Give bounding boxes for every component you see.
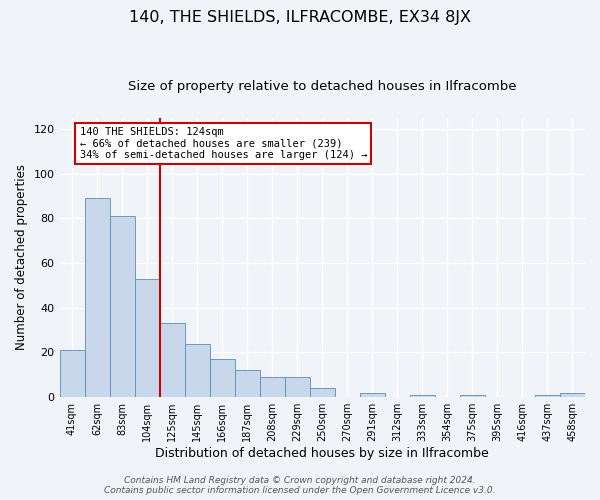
Bar — [185, 344, 209, 397]
Bar — [310, 388, 335, 397]
Bar — [560, 392, 585, 397]
Y-axis label: Number of detached properties: Number of detached properties — [15, 164, 28, 350]
Text: 140 THE SHIELDS: 124sqm
← 66% of detached houses are smaller (239)
34% of semi-d: 140 THE SHIELDS: 124sqm ← 66% of detache… — [80, 126, 367, 160]
Text: 140, THE SHIELDS, ILFRACOMBE, EX34 8JX: 140, THE SHIELDS, ILFRACOMBE, EX34 8JX — [129, 10, 471, 25]
Bar — [260, 377, 285, 397]
Bar — [285, 377, 310, 397]
Bar — [134, 278, 160, 397]
Bar — [160, 324, 185, 397]
Bar — [59, 350, 85, 397]
Bar — [85, 198, 110, 397]
Bar — [360, 392, 385, 397]
Bar — [535, 395, 560, 397]
Bar — [110, 216, 134, 397]
X-axis label: Distribution of detached houses by size in Ilfracombe: Distribution of detached houses by size … — [155, 447, 489, 460]
Bar — [235, 370, 260, 397]
Text: Contains HM Land Registry data © Crown copyright and database right 2024.
Contai: Contains HM Land Registry data © Crown c… — [104, 476, 496, 495]
Bar — [209, 359, 235, 397]
Bar — [410, 395, 435, 397]
Title: Size of property relative to detached houses in Ilfracombe: Size of property relative to detached ho… — [128, 80, 517, 93]
Bar — [460, 395, 485, 397]
